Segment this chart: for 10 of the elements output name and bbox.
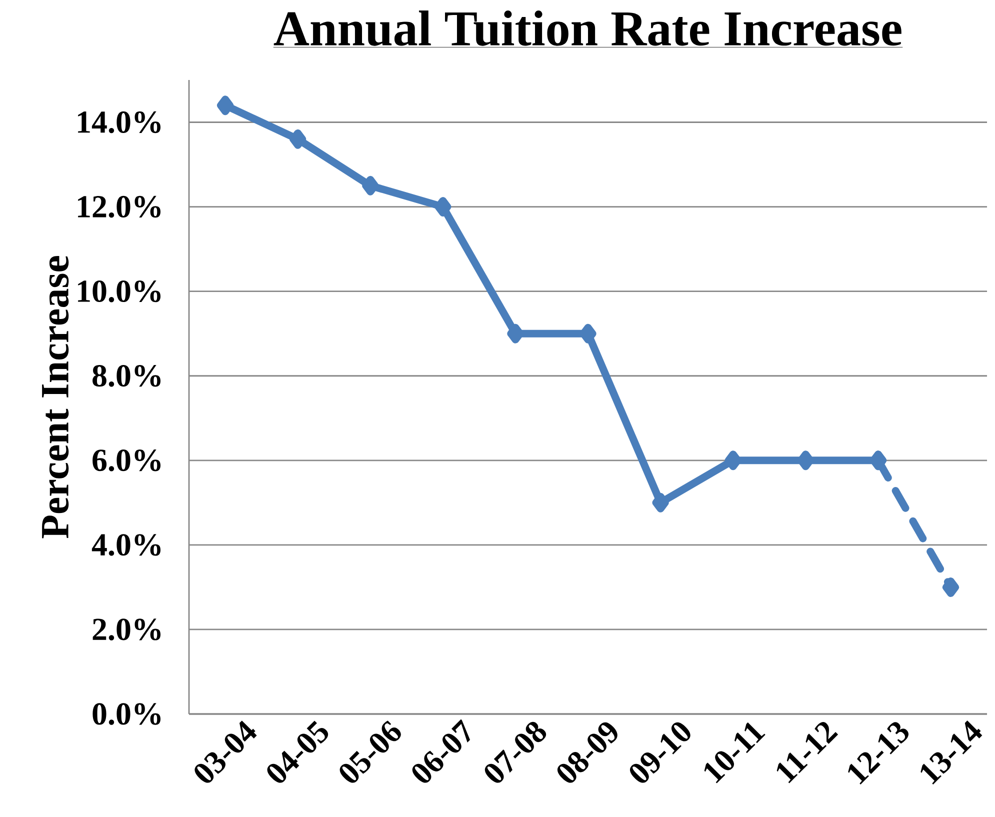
y-tick-label: 8.0% (92, 364, 160, 387)
y-tick-label: 6.0% (92, 450, 160, 472)
chart-title: Annual Tuition Rate Increase (274, 10, 902, 46)
y-tick-label: 2.0% (92, 618, 160, 640)
y-tick-label: 12.0% (78, 196, 160, 218)
y-axis-title: Percent Increase (42, 256, 69, 538)
y-tick-label: 0.0% (92, 703, 160, 725)
y-tick-label: 4.0% (92, 534, 160, 556)
y-tick-label: 14.0% (78, 111, 160, 134)
y-tick-label: 10.0% (78, 280, 160, 302)
